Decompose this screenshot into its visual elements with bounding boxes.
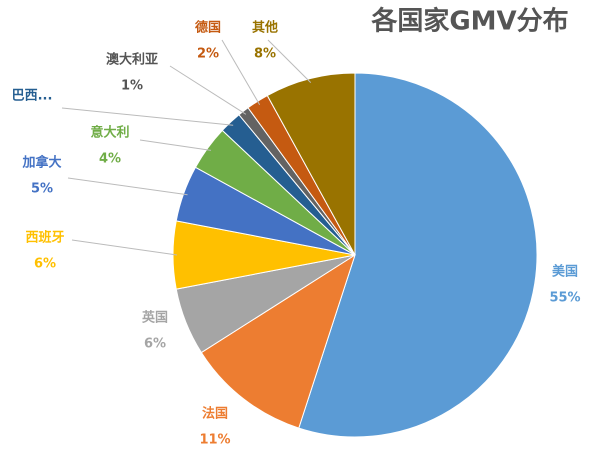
value-label: 2% bbox=[197, 47, 219, 62]
category-label: 西班牙 bbox=[25, 230, 64, 246]
category-label: 加拿大 bbox=[21, 155, 61, 171]
value-label: 6% bbox=[34, 257, 56, 272]
value-label: 11% bbox=[199, 433, 230, 448]
value-label: 55% bbox=[549, 291, 580, 306]
value-label: 4% bbox=[99, 152, 121, 167]
category-label: 澳大利亚 bbox=[106, 52, 158, 68]
leader-line bbox=[221, 39, 261, 105]
pie-slice bbox=[298, 72, 538, 438]
category-label: 意大利 bbox=[90, 125, 129, 141]
chart-title: 各国家GMV分布 bbox=[370, 6, 568, 37]
category-label: 美国 bbox=[552, 264, 578, 280]
category-label: 法国 bbox=[202, 406, 228, 422]
category-label: 德国 bbox=[195, 20, 221, 36]
value-label: 6% bbox=[144, 337, 166, 352]
value-label: 1% bbox=[121, 79, 143, 94]
leader-line bbox=[67, 177, 188, 196]
leader-line bbox=[61, 107, 234, 126]
pie-slice bbox=[266, 72, 356, 256]
category-label: 英国 bbox=[141, 310, 168, 326]
category-label: 巴西... bbox=[12, 89, 53, 104]
leader-line bbox=[139, 139, 212, 151]
value-label: 8% bbox=[254, 47, 276, 62]
leader-line bbox=[71, 239, 178, 256]
leader-line bbox=[169, 65, 247, 115]
value-label: 5% bbox=[31, 182, 53, 197]
leader-line bbox=[267, 39, 312, 83]
category-label: 其他 bbox=[252, 20, 278, 36]
pie-slice bbox=[200, 253, 356, 429]
